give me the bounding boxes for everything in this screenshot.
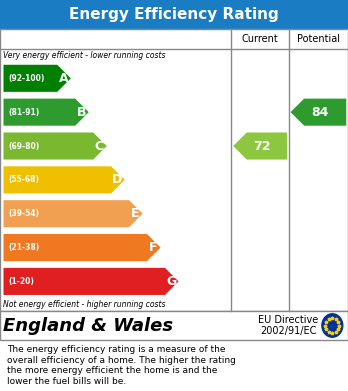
Polygon shape bbox=[3, 99, 89, 126]
Text: (21-38): (21-38) bbox=[9, 243, 40, 252]
Text: E: E bbox=[131, 207, 140, 220]
Text: England & Wales: England & Wales bbox=[3, 316, 174, 335]
Text: (55-68): (55-68) bbox=[9, 175, 40, 185]
Text: (1-20): (1-20) bbox=[9, 277, 34, 286]
Text: C: C bbox=[95, 140, 104, 152]
Text: G: G bbox=[166, 275, 176, 288]
Text: (81-91): (81-91) bbox=[9, 108, 40, 117]
Text: Current: Current bbox=[242, 34, 278, 44]
Circle shape bbox=[322, 314, 343, 337]
Bar bbox=[0, 29, 348, 311]
Polygon shape bbox=[291, 99, 346, 126]
Polygon shape bbox=[3, 133, 107, 160]
Text: Very energy efficient - lower running costs: Very energy efficient - lower running co… bbox=[3, 50, 166, 60]
Polygon shape bbox=[3, 166, 125, 194]
Bar bbox=[0, 311, 348, 340]
Text: (69-80): (69-80) bbox=[9, 142, 40, 151]
Polygon shape bbox=[3, 65, 71, 92]
Text: A: A bbox=[58, 72, 68, 85]
Text: B: B bbox=[77, 106, 86, 118]
Text: (39-54): (39-54) bbox=[9, 209, 40, 218]
FancyBboxPatch shape bbox=[0, 0, 348, 29]
Text: (92-100): (92-100) bbox=[9, 74, 45, 83]
Text: 72: 72 bbox=[253, 140, 270, 152]
Text: D: D bbox=[112, 173, 122, 187]
Polygon shape bbox=[3, 234, 160, 261]
Text: F: F bbox=[149, 241, 157, 254]
Polygon shape bbox=[3, 268, 179, 295]
Text: Potential: Potential bbox=[297, 34, 340, 44]
Text: The energy efficiency rating is a measure of the
overall efficiency of a home. T: The energy efficiency rating is a measur… bbox=[7, 346, 236, 386]
Polygon shape bbox=[233, 133, 287, 160]
Text: Energy Efficiency Rating: Energy Efficiency Rating bbox=[69, 7, 279, 22]
Text: EU Directive
2002/91/EC: EU Directive 2002/91/EC bbox=[258, 315, 318, 336]
Text: Not energy efficient - higher running costs: Not energy efficient - higher running co… bbox=[3, 300, 166, 309]
Polygon shape bbox=[3, 200, 143, 227]
Text: 84: 84 bbox=[311, 106, 329, 118]
